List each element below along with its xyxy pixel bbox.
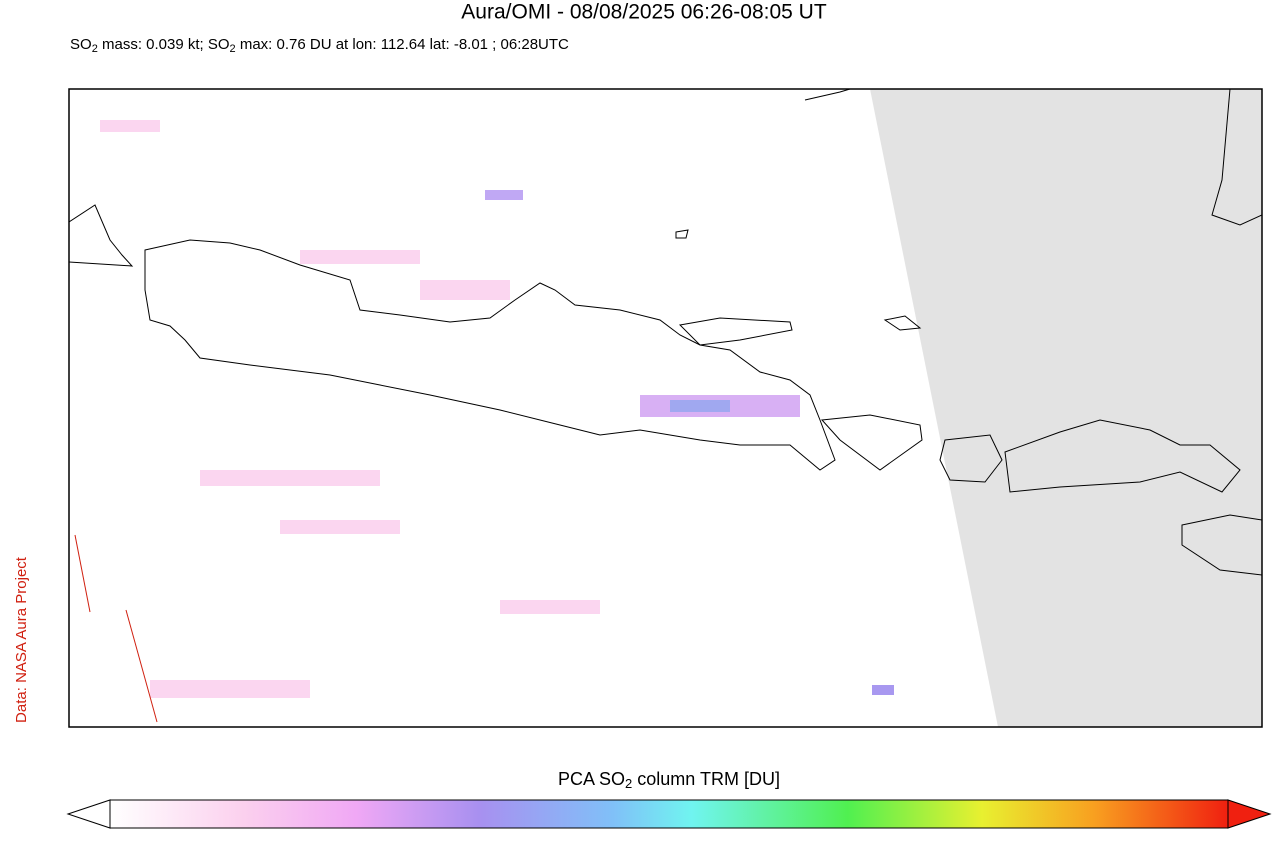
no-data-region [870, 89, 1262, 727]
so2-swaths [100, 120, 894, 698]
madura [678, 317, 793, 346]
label-part: PCA SO [558, 769, 625, 789]
subtitle-part: 2 [230, 43, 236, 55]
swath [150, 680, 310, 698]
colorbar-label: PCA SO2 column TRM [DU] [558, 769, 780, 792]
bali [820, 414, 923, 471]
colorbar [109, 799, 1229, 829]
coastlines [69, 89, 1262, 576]
swath [100, 120, 160, 132]
sulawesi [1211, 89, 1262, 226]
colorbar-high-arrow [1227, 799, 1272, 829]
map-frame [68, 88, 1263, 728]
swath [670, 400, 730, 412]
title: Aura/OMI - 08/08/2025 06:26-08:05 UT [461, 1, 827, 24]
sumatra [69, 204, 134, 267]
subtitle-part: mass: 0.039 kt; SO [98, 36, 230, 53]
java [144, 239, 836, 471]
colorbar-low-arrow [66, 799, 111, 829]
subtitle-part: SO [70, 36, 92, 53]
swath [280, 520, 400, 534]
subtitle-part: max: 0.76 DU at lon: 112.64 lat: -8.01 ;… [236, 36, 569, 53]
swath [500, 600, 600, 614]
sumbawa [1004, 419, 1241, 493]
credit: Data: NASA Aura Project [13, 556, 30, 723]
sumba [1181, 514, 1262, 576]
swath [200, 470, 380, 486]
lombok [939, 434, 1003, 483]
subtitle: SO2 mass: 0.039 kt; SO2 max: 0.76 DU at … [70, 36, 569, 55]
label-part: 2 [625, 776, 632, 791]
swath [420, 280, 510, 300]
track-line [74, 534, 91, 613]
label-part: column TRM [DU] [632, 769, 780, 789]
subtitle-part: 2 [92, 43, 98, 55]
island [883, 315, 922, 331]
track-line [125, 609, 158, 723]
swath [300, 250, 420, 264]
swath [485, 190, 523, 200]
map-area [69, 89, 1262, 727]
swath [872, 685, 894, 695]
island [675, 229, 689, 239]
borneo [804, 89, 851, 101]
